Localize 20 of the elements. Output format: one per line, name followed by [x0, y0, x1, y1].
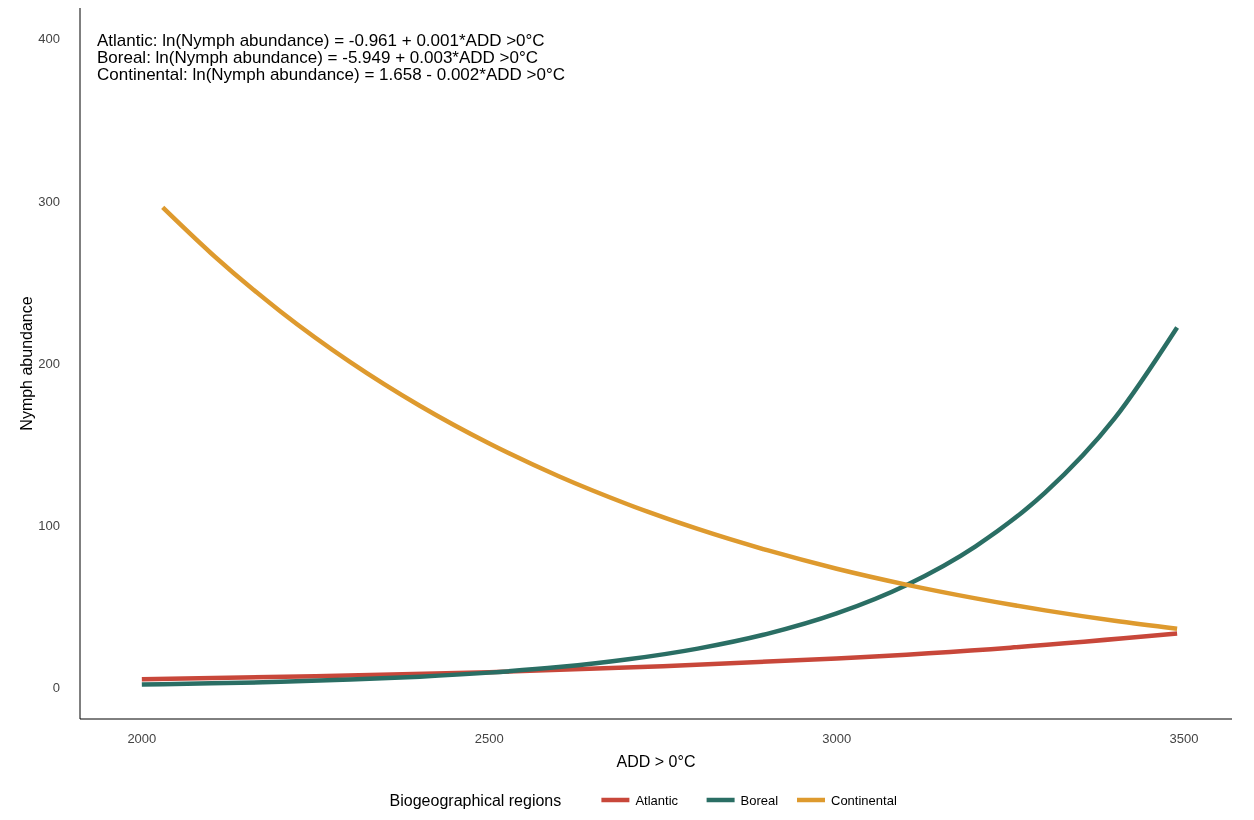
- annotation: Continental: ln(Nymph abundance) = 1.658 - 0.002*ADD >0°C: [97, 65, 565, 84]
- x-tick-label: 3000: [822, 731, 852, 746]
- x-axis-title: ADD > 0°C: [616, 753, 696, 770]
- y-tick-label: 100: [38, 517, 60, 533]
- x-tick-label: 2500: [474, 731, 504, 746]
- legend-label: Boreal: [740, 792, 779, 808]
- legend-label: Atlantic: [635, 792, 679, 808]
- y-axis-title: Nymph abundance: [18, 296, 35, 431]
- annotation: Boreal: ln(Nymph abundance) = -5.949 + 0.003*ADD >0°C: [97, 48, 539, 67]
- line-series: [160, 205, 1180, 631]
- x-tick-label: 2000: [127, 731, 157, 746]
- legend-label: Continental: [831, 792, 897, 808]
- y-tick-label: 300: [38, 193, 60, 209]
- line-series: [139, 325, 1180, 687]
- x-tick-label: 3500: [1169, 731, 1199, 746]
- y-tick-label: 400: [38, 31, 60, 47]
- legend-title: Biogeographical regions: [389, 791, 562, 809]
- y-tick-label: 0: [52, 679, 60, 695]
- y-tick-label: 200: [38, 355, 60, 371]
- annotation: Atlantic: ln(Nymph abundance) = -0.961 + 0.001*ADD >0°C: [97, 31, 545, 50]
